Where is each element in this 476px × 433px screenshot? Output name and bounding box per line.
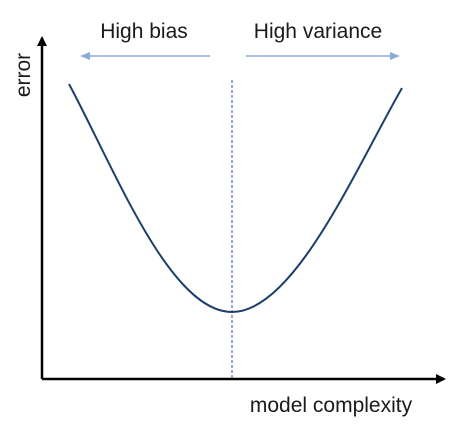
- error-curve: [68, 83, 403, 314]
- high-bias-label: High bias: [100, 20, 188, 43]
- x-axis-label: model complexity: [250, 394, 413, 417]
- high-variance-label: High variance: [254, 20, 382, 43]
- y-axis-label: error: [12, 53, 35, 97]
